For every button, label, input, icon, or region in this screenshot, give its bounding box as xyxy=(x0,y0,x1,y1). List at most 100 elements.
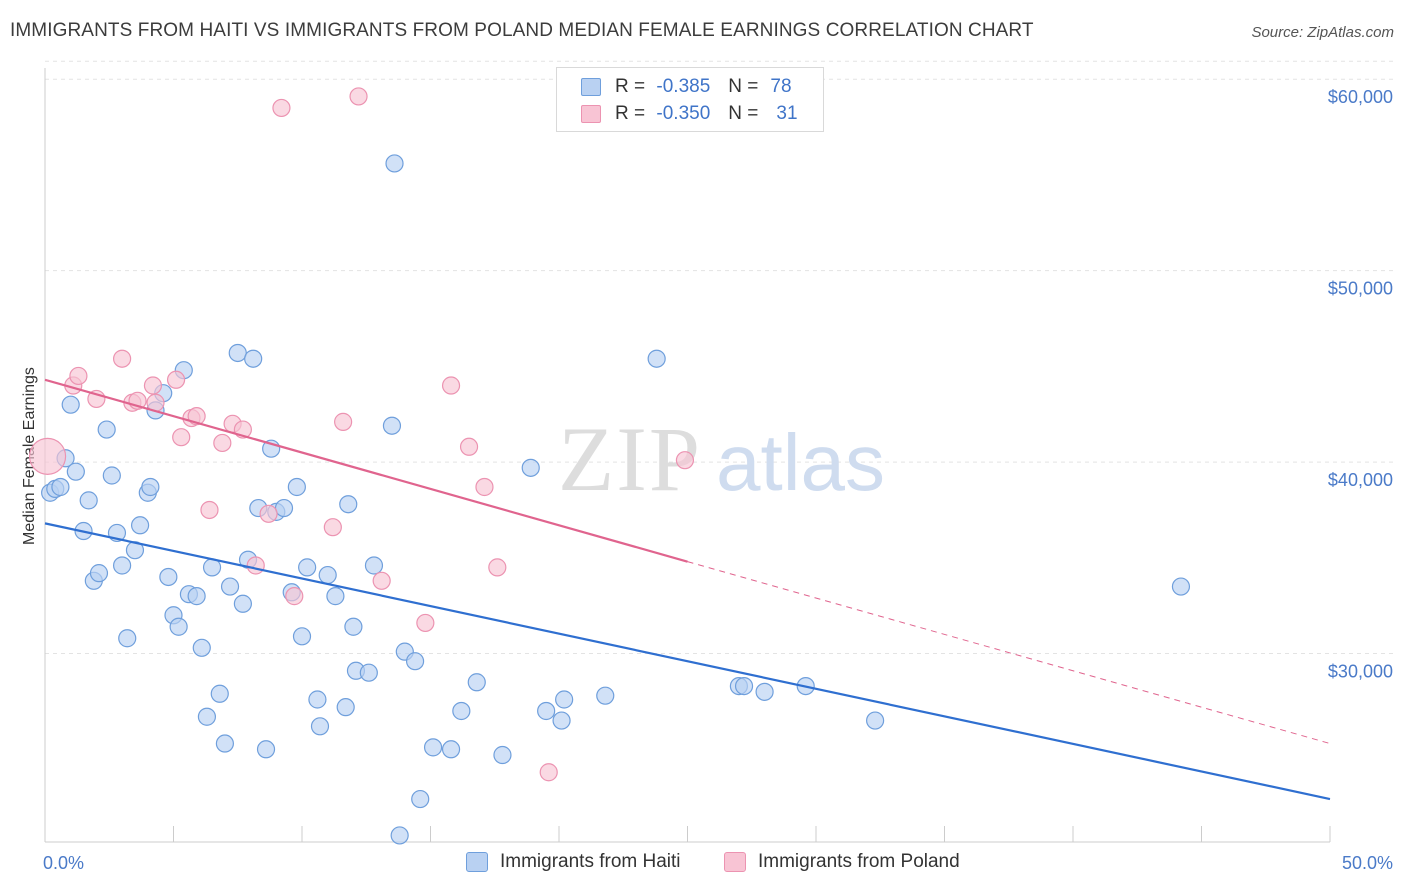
x-tick-label: 50.0% xyxy=(1342,853,1393,873)
haiti-point xyxy=(385,154,404,173)
haiti-point xyxy=(51,477,70,497)
haiti-point xyxy=(79,491,98,510)
x-tick-label: 0.0% xyxy=(43,853,84,873)
poland-legend-swatch xyxy=(724,852,746,872)
poland-point xyxy=(259,504,278,523)
haiti-point xyxy=(187,587,206,606)
haiti-swatch xyxy=(581,78,601,96)
haiti-point xyxy=(1171,577,1191,596)
haiti-point xyxy=(326,587,345,606)
poland-point xyxy=(441,376,461,395)
legend-row-haiti: R = -0.385 N = 78 xyxy=(581,74,792,100)
poland-point xyxy=(372,571,391,590)
legend-r-label: R = xyxy=(615,103,646,124)
poland-point xyxy=(488,558,507,577)
haiti-point xyxy=(274,498,294,518)
haiti-legend-label: Immigrants from Haiti xyxy=(500,851,681,872)
poland-point xyxy=(172,428,191,447)
poland-point xyxy=(28,437,67,475)
haiti-point xyxy=(292,627,312,646)
haiti-point xyxy=(97,420,116,439)
haiti-point xyxy=(233,594,252,613)
haiti-point xyxy=(364,556,384,575)
haiti-point xyxy=(339,495,358,514)
watermark-atlas: atlas xyxy=(716,418,885,507)
chart-title: IMMIGRANTS FROM HAITI VS IMMIGRANTS FROM… xyxy=(10,20,1034,41)
haiti-point xyxy=(344,617,363,636)
haiti-point xyxy=(866,711,885,730)
legend-item-haiti[interactable]: Immigrants from Haiti xyxy=(466,851,681,873)
correlation-legend: R = -0.385 N = 78 R = -0.350 N = 31 xyxy=(556,67,824,132)
haiti-point xyxy=(61,395,80,414)
haiti-point xyxy=(210,684,229,703)
haiti-point xyxy=(197,707,217,726)
haiti-point xyxy=(89,564,109,583)
poland-legend-label: Immigrants from Poland xyxy=(758,851,960,872)
legend-n-value: 31 xyxy=(776,103,798,124)
y-tick-label: $60,000 xyxy=(1328,87,1393,107)
poland-point xyxy=(539,763,558,782)
poland-point xyxy=(69,366,88,386)
haiti-point xyxy=(405,652,425,671)
haiti-point xyxy=(734,676,754,696)
haiti-point xyxy=(441,740,461,759)
haiti-point xyxy=(118,629,137,648)
haiti-point xyxy=(755,682,774,701)
series-haiti-points xyxy=(41,154,1191,845)
haiti-point xyxy=(382,416,402,435)
legend-r-label: R = xyxy=(615,76,646,97)
haiti-point xyxy=(318,565,337,585)
legend-n-value: 78 xyxy=(770,76,792,97)
poland-point xyxy=(200,500,219,520)
poland-trend-line xyxy=(44,378,688,563)
haiti-point xyxy=(452,701,471,721)
y-tick-labels: $30,000 $40,000 $50,000 $60,000 xyxy=(1328,87,1393,681)
haiti-point xyxy=(66,462,85,481)
haiti-point xyxy=(423,738,443,757)
legend-r-value: -0.385 xyxy=(656,76,711,97)
poland-point xyxy=(334,412,353,431)
haiti-point xyxy=(359,663,378,682)
haiti-legend-swatch xyxy=(466,852,488,872)
poland-point xyxy=(475,477,494,497)
haiti-point xyxy=(467,673,486,692)
legend-item-poland[interactable]: Immigrants from Poland xyxy=(724,851,960,873)
legend-row-poland: R = -0.350 N = 31 xyxy=(581,101,798,127)
poland-point xyxy=(272,98,291,118)
poland-point xyxy=(416,613,435,633)
haiti-point xyxy=(287,477,306,497)
haiti-point xyxy=(647,349,666,368)
haiti-point xyxy=(102,466,121,485)
poland-point xyxy=(112,349,132,368)
haiti-point xyxy=(552,711,571,730)
poland-point xyxy=(143,376,163,395)
haiti-point xyxy=(141,477,160,497)
haiti-point xyxy=(159,567,178,587)
poland-point xyxy=(285,587,304,606)
haiti-point xyxy=(298,558,317,577)
poland-point xyxy=(166,370,186,389)
legend-n-label: N = xyxy=(728,76,759,97)
watermark: ZIP atlas xyxy=(558,408,885,510)
haiti-point xyxy=(390,826,409,845)
series-poland-points xyxy=(28,87,695,782)
y-tick-label: $30,000 xyxy=(1328,662,1393,682)
legend-r-value: -0.350 xyxy=(656,103,711,124)
poland-point xyxy=(213,433,232,453)
haiti-point xyxy=(555,690,574,709)
poland-trend-extension xyxy=(687,561,1331,745)
haiti-point xyxy=(411,789,430,809)
haiti-point xyxy=(112,556,132,575)
y-tick-label: $40,000 xyxy=(1328,470,1393,490)
series-legend: Immigrants from Haiti Immigrants from Po… xyxy=(0,851,1406,877)
poland-point xyxy=(246,556,265,575)
legend-n-label: N = xyxy=(728,103,759,124)
haiti-point xyxy=(493,745,512,765)
haiti-point xyxy=(256,740,276,759)
y-tick-label: $50,000 xyxy=(1328,279,1393,299)
haiti-point xyxy=(244,349,263,368)
poland-point xyxy=(323,518,342,537)
source-credit: Source: ZipAtlas.com xyxy=(1251,24,1394,41)
haiti-trend-line xyxy=(44,522,1331,801)
